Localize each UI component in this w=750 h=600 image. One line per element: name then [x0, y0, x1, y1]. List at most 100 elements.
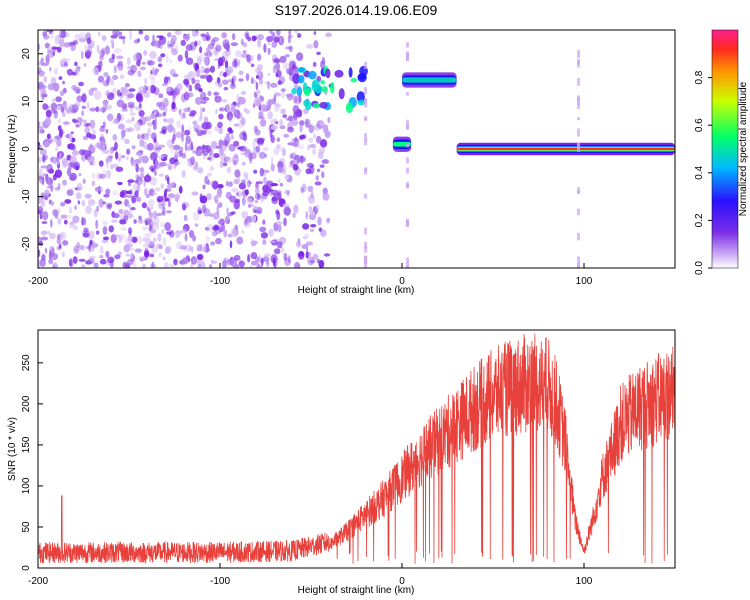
spectrogram-cell: [112, 120, 116, 124]
spectrogram-cell: [176, 241, 183, 250]
spectrogram-cell: [106, 170, 112, 179]
spectrogram-cell: [38, 125, 44, 134]
spectrogram-cell: [250, 240, 258, 245]
spectrogram-cell: [216, 77, 221, 84]
spectrogram-cell: [156, 243, 162, 249]
spectrogram-cell: [229, 115, 232, 123]
spectrogram-cell: [237, 58, 241, 67]
spectrogram-cell: [74, 33, 81, 43]
spectrogram-cell: [282, 164, 286, 172]
spectrogram-cell: [318, 227, 323, 232]
spectrogram-cell: [198, 87, 203, 93]
spectrogram-cell: [66, 57, 71, 63]
spectrogram-cell: [230, 228, 237, 238]
spectrogram-cell: [269, 30, 273, 34]
spectrogram-cell: [87, 50, 93, 55]
spectrogram-cell: [129, 212, 133, 218]
spectrogram-cell: [135, 52, 140, 61]
spectrogram-cell: [58, 76, 63, 80]
spectrogram-cell: [316, 120, 320, 130]
spectrogram-cell: [210, 140, 218, 150]
spectrogram-cell: [206, 49, 212, 58]
spectrogram-cell: [160, 53, 166, 58]
spectrogram-cell: [267, 126, 272, 132]
spectrogram-cell: [127, 194, 133, 199]
spectrogram-cell: [87, 198, 96, 206]
spectrogram-streak: [577, 262, 581, 268]
spectrogram-cell: [40, 192, 45, 200]
spectrogram-cell: [156, 212, 162, 217]
spectrogram-cell: [199, 193, 203, 203]
spectrogram-cell: [102, 236, 110, 241]
spectrogram-cell: [295, 241, 302, 248]
spectrogram-cell: [86, 132, 92, 138]
spectrogram-cell: [157, 56, 163, 63]
spectrogram-cell: [321, 159, 329, 164]
spectrogram-cell: [267, 72, 270, 77]
spectrogram-streak: [405, 257, 409, 263]
spectrogram-cell: [54, 35, 61, 45]
spectrogram-cell: [188, 126, 192, 133]
spectrogram-cell: [68, 258, 73, 267]
spectrogram-cell: [56, 138, 62, 147]
spectrogram-cell: [126, 93, 135, 99]
spectrogram-cell: [167, 245, 172, 253]
spectrogram-cell: [270, 119, 276, 124]
spectrogram-cell: [168, 43, 173, 47]
spectrogram-cell: [54, 187, 61, 191]
spectrogram-cell: [158, 244, 163, 250]
spectrogram-cell: [97, 141, 103, 150]
spectrogram-cell: [45, 30, 51, 33]
spectrogram-cell: [184, 141, 188, 152]
spectrogram-cell: [128, 88, 136, 92]
spectrogram-cell: [101, 239, 109, 244]
spectrogram-cell: [147, 142, 154, 151]
spectrogram-cell: [117, 65, 124, 71]
spectrogram-cell: [206, 193, 212, 201]
spectrogram-cell: [126, 258, 134, 266]
spectrogram-cell: [38, 211, 43, 215]
spectrogram-cell: [240, 38, 244, 46]
spectrogram-cell: [79, 37, 87, 43]
spectrogram-cell: [126, 148, 131, 155]
spectrogram-cell: [215, 108, 218, 115]
spectrogram-cell: [48, 250, 52, 260]
spectrogram-cell: [241, 196, 246, 206]
spectrogram-cell: [126, 264, 130, 268]
spectrogram-cell: [42, 62, 48, 67]
spectrogram-cell: [142, 237, 148, 243]
spectrogram-cell: [254, 129, 261, 136]
spectrogram-cell: [150, 204, 154, 211]
spectrogram-cell: [174, 150, 179, 156]
spectrogram-cell: [39, 258, 47, 268]
spectrogram-cell: [56, 103, 64, 107]
spectrogram-cell: [40, 88, 47, 95]
spectrogram-cell: [323, 253, 331, 257]
spectrogram-cell: [49, 30, 54, 33]
spectrogram-cell: [151, 247, 158, 254]
spectrogram-cell: [100, 133, 104, 139]
spectrogram-cell: [82, 178, 86, 184]
spectrogram-cell: [215, 237, 222, 245]
spectrogram-cell: [57, 183, 61, 189]
spectrogram-cell: [45, 109, 52, 118]
spectrogram-cell: [184, 129, 191, 136]
spectrogram-cell: [246, 197, 253, 204]
spectrogram-cell: [301, 183, 307, 193]
spectrogram-cell: [104, 45, 110, 55]
spectrogram-cell: [136, 196, 142, 203]
spectrogram-cell: [107, 256, 115, 264]
spectrogram-cell: [181, 170, 186, 178]
spectrogram-cell: [324, 130, 331, 139]
spectrogram-cell: [116, 55, 124, 60]
spectrogram-cell: [105, 188, 111, 195]
spectrogram-cell: [40, 165, 48, 169]
spectrogram-cell: [163, 118, 168, 122]
spectrogram-cell: [312, 133, 317, 139]
spectrogram-cell: [135, 189, 139, 199]
spectrogram-cell: [103, 193, 110, 198]
spectrogram-cell: [117, 152, 122, 162]
spectrogram-cell: [228, 181, 233, 187]
spectrogram-cell: [202, 184, 206, 190]
spectrogram-cell: [256, 257, 260, 267]
